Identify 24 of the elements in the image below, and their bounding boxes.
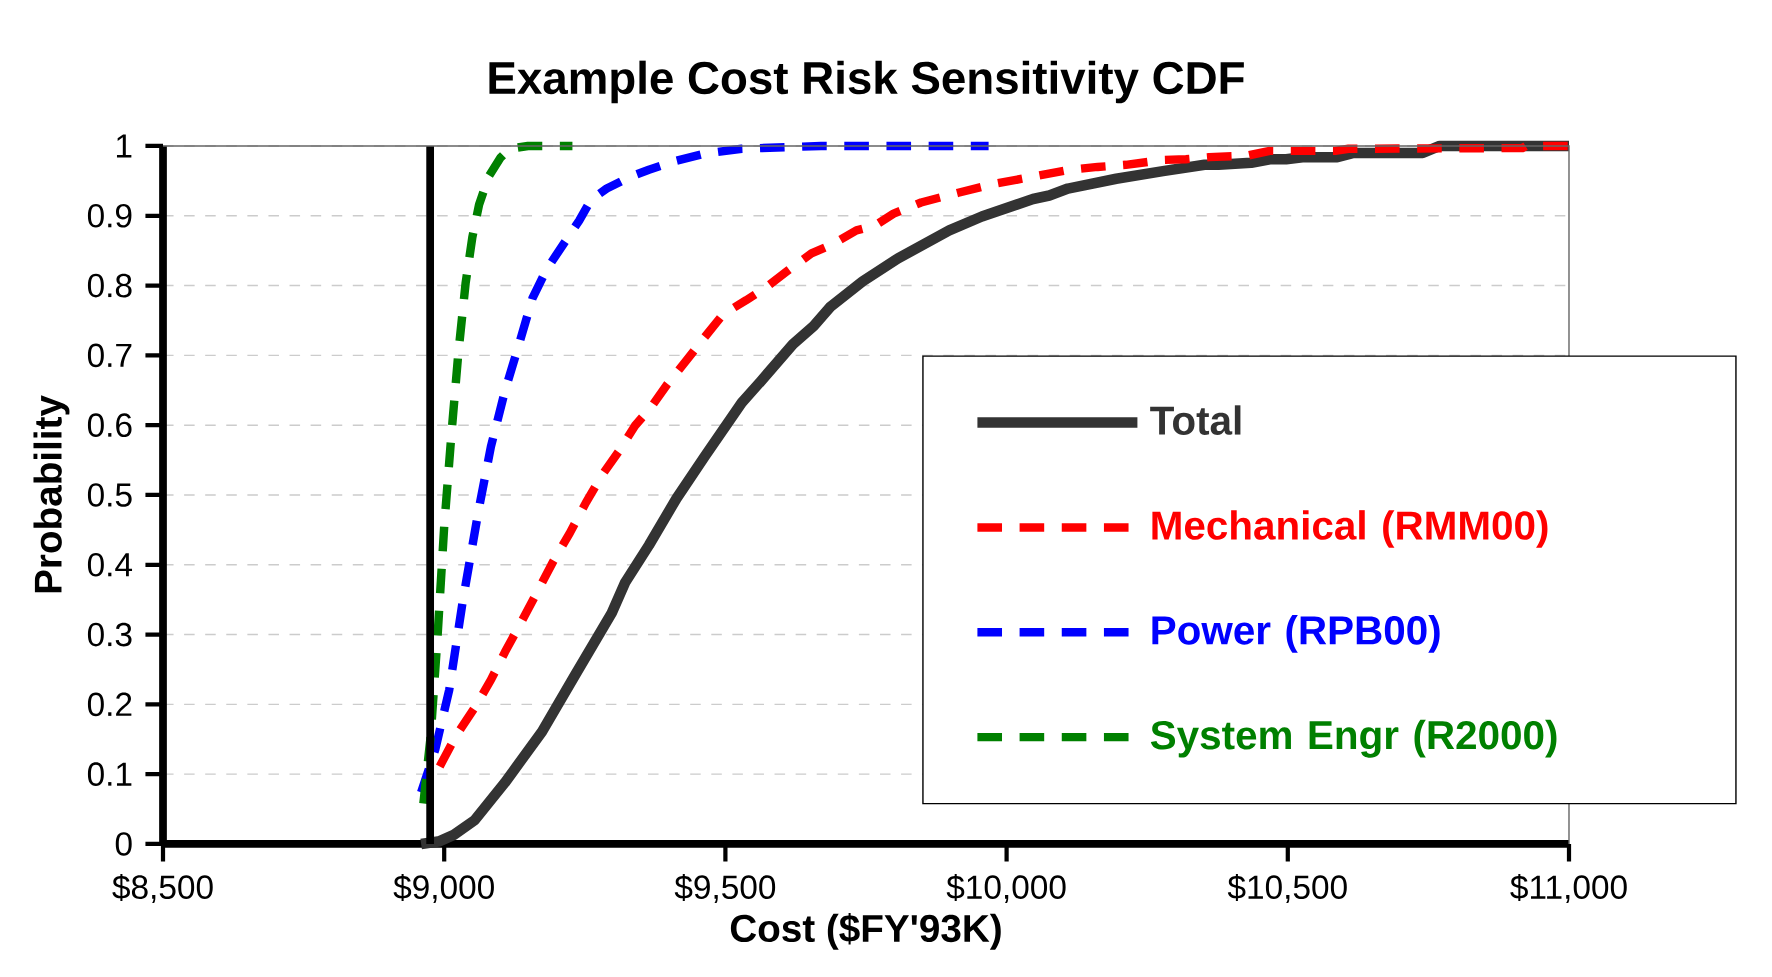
y-tick-label: 0 (115, 832, 132, 856)
y-tick-label: 0.5 (87, 483, 132, 507)
x-tick-label: $10,500 (1227, 873, 1347, 903)
y-tick-label: 0.3 (87, 622, 132, 647)
x-tick-label: $8,500 (112, 873, 213, 903)
y-tick-label: 0.6 (87, 413, 132, 438)
legend-label: Power (RPB00) (1152, 615, 1440, 653)
y-tick-label: 0.7 (87, 343, 132, 368)
x-axis-title: Cost ($FY'93K) (730, 913, 1001, 950)
y-axis-title: Probability (33, 395, 70, 593)
y-tick-label: 0.8 (87, 273, 132, 298)
legend-label: System Engr (R2000) (1150, 719, 1557, 758)
y-tick-label: 0.4 (87, 552, 133, 577)
y-tick-label: 1 (116, 134, 132, 158)
x-tick-label: $10,000 (946, 873, 1066, 903)
legend-label: Mechanical (RMM00) (1152, 510, 1548, 548)
x-tick-label: $9,500 (674, 873, 776, 903)
y-tick-label: 0.9 (87, 203, 132, 228)
y-tick-label: 0.2 (87, 692, 132, 717)
chart-title: Example Cost Risk Sensitivity CDF (489, 60, 1244, 104)
x-tick-label: $9,000 (393, 873, 494, 903)
x-tick-label: $11,000 (1510, 873, 1627, 903)
legend-label: Total (1150, 405, 1241, 435)
y-tick-label: 0.1 (87, 762, 132, 787)
